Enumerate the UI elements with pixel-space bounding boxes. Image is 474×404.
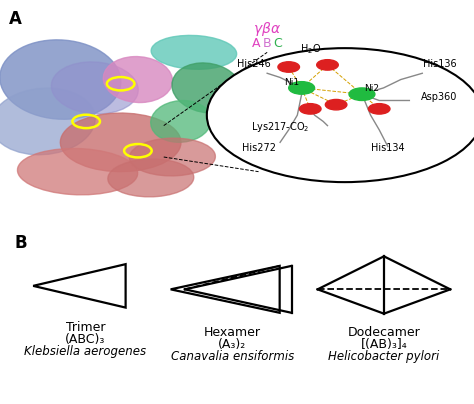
Ellipse shape xyxy=(172,63,242,113)
Text: H$_2$O: H$_2$O xyxy=(300,42,321,56)
Text: B: B xyxy=(263,38,272,50)
Text: [(AB)₃]₄: [(AB)₃]₄ xyxy=(361,338,407,351)
Circle shape xyxy=(300,103,321,114)
Text: Ni2: Ni2 xyxy=(364,84,379,93)
Ellipse shape xyxy=(151,101,211,142)
Text: Helicobacter pylori: Helicobacter pylori xyxy=(328,350,439,363)
Text: Lys217-CO$_2$: Lys217-CO$_2$ xyxy=(251,120,310,134)
Text: Trimer: Trimer xyxy=(65,321,105,334)
Ellipse shape xyxy=(18,149,137,195)
Text: Dodecamer: Dodecamer xyxy=(347,326,420,339)
Text: His246: His246 xyxy=(237,59,271,69)
Circle shape xyxy=(278,62,300,72)
Ellipse shape xyxy=(0,88,95,155)
Circle shape xyxy=(289,82,315,94)
Text: His134: His134 xyxy=(371,143,405,153)
Text: $\gamma\beta\alpha$: $\gamma\beta\alpha$ xyxy=(253,20,281,38)
Text: His136: His136 xyxy=(423,59,456,69)
Text: Asp360: Asp360 xyxy=(421,93,458,103)
Text: (A₃)₂: (A₃)₂ xyxy=(218,338,246,351)
Ellipse shape xyxy=(129,138,215,176)
Text: A: A xyxy=(252,38,261,50)
Text: Canavalia ensiformis: Canavalia ensiformis xyxy=(171,350,294,363)
Circle shape xyxy=(325,99,347,110)
Ellipse shape xyxy=(51,62,138,114)
Circle shape xyxy=(317,60,338,70)
Text: A: A xyxy=(9,11,21,28)
Text: B: B xyxy=(14,234,27,252)
Ellipse shape xyxy=(60,113,181,172)
Text: Klebsiella aerogenes: Klebsiella aerogenes xyxy=(24,345,146,358)
Ellipse shape xyxy=(151,36,237,69)
Text: His272: His272 xyxy=(242,143,275,153)
Ellipse shape xyxy=(0,40,121,119)
Ellipse shape xyxy=(108,159,194,197)
Text: C: C xyxy=(273,38,283,50)
Text: (ABC)₃: (ABC)₃ xyxy=(65,333,106,346)
Circle shape xyxy=(207,48,474,182)
Text: Ni1: Ni1 xyxy=(284,78,300,87)
Text: Hexamer: Hexamer xyxy=(204,326,261,339)
Ellipse shape xyxy=(103,57,173,103)
Circle shape xyxy=(368,103,390,114)
Circle shape xyxy=(349,88,375,101)
